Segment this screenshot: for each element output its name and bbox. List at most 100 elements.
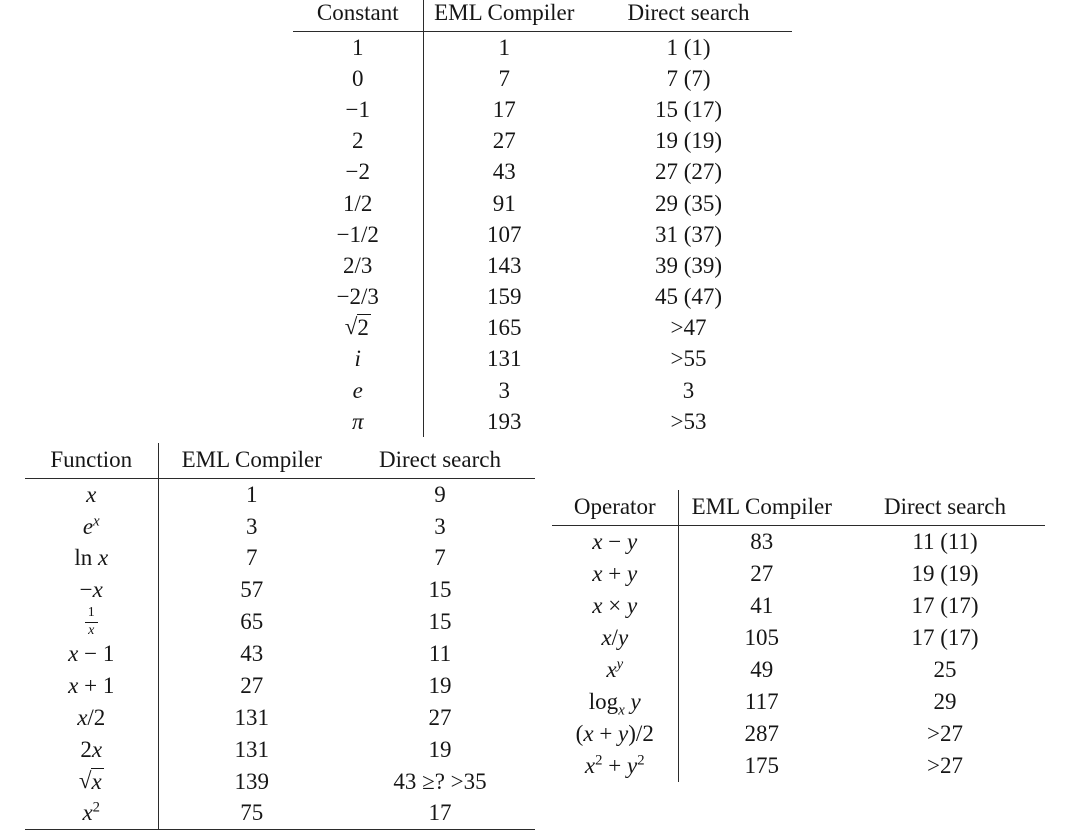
expression-cell: x × y — [552, 590, 679, 622]
expression-cell: 2x — [25, 733, 159, 766]
table-row: 2x 131 19 — [25, 733, 535, 766]
expression-cell: √x — [25, 765, 159, 798]
expression-cell: x/y — [552, 622, 679, 654]
expression-cell: −1 — [293, 94, 424, 126]
expression-cell: e — [293, 375, 424, 407]
expression-cell: (x + y)/2 — [552, 718, 679, 750]
direct-search-cell: 15 — [428, 577, 452, 603]
table-row: 2/3 143 39 (39) — [293, 250, 792, 282]
table-row: π 193 >53 — [293, 406, 792, 438]
operator-table: Operator EML Compiler Direct search x − … — [552, 490, 1045, 782]
column-header-operator: Operator — [552, 490, 679, 526]
column-header-function: Function — [25, 443, 159, 479]
table-row: x − y 83 11 (11) — [552, 525, 1045, 558]
direct-search-cell: 9 — [434, 481, 446, 507]
expression-cell: 2/3 — [293, 250, 424, 282]
table-row: x/y 105 17 (17) — [552, 622, 1045, 654]
table-row: x2 + y2 175 >27 — [552, 750, 1045, 782]
direct-search-cell: 11 (11) — [912, 529, 978, 554]
function-table-header: Function EML Compiler Direct search — [25, 443, 535, 479]
column-header-eml-compiler: EML Compiler — [423, 0, 585, 32]
table-row: −x 57 15 — [25, 574, 535, 607]
table-row: i 131 >55 — [293, 343, 792, 376]
table-row: x/2 131 27 — [25, 702, 535, 734]
eml-compiler-cell: 3 — [498, 377, 511, 403]
direct-search-cell: 17 — [428, 800, 452, 826]
direct-search-cell: 31 (37) — [654, 221, 723, 247]
eml-compiler-cell: 57 — [240, 577, 264, 603]
direct-search-cell: 39 (39) — [654, 252, 723, 278]
eml-compiler-cell: 143 — [487, 252, 522, 278]
eml-compiler-cell: 65 — [240, 609, 264, 635]
direct-search-cell: >27 — [927, 753, 963, 778]
direct-search-cell: >55 — [670, 346, 707, 372]
expression-cell: x − y — [552, 525, 679, 558]
header-row: Operator EML Compiler Direct search — [552, 490, 1045, 526]
constant-table-header: Constant EML Compiler Direct search — [293, 0, 792, 32]
eml-compiler-cell: 17 — [492, 96, 516, 122]
table-row: √2 165 >47 — [293, 312, 792, 344]
direct-search-cell: 7 (7) — [666, 65, 711, 91]
expression-cell: x2 — [25, 797, 159, 830]
direct-search-cell: 27 (27) — [654, 159, 723, 185]
eml-compiler-cell: 27 — [240, 673, 264, 699]
eml-compiler-cell: 3 — [246, 513, 258, 539]
expression-cell: 1 — [293, 31, 424, 64]
eml-compiler-cell: 27 — [492, 128, 516, 154]
direct-search-cell: 3 — [682, 377, 695, 403]
direct-search-cell: 3 — [434, 513, 446, 539]
eml-compiler-cell: 1 — [246, 481, 258, 507]
table-row: 1 x 65 15 — [25, 605, 535, 639]
eml-compiler-cell: 175 — [744, 753, 780, 778]
column-header-direct-search: Direct search — [585, 0, 792, 32]
column-header-direct-search: Direct search — [345, 443, 535, 479]
direct-search-cell: 17 (17) — [911, 593, 979, 618]
table-row: x − 1 43 11 — [25, 638, 535, 671]
header-row: Constant EML Compiler Direct search — [293, 0, 792, 32]
expression-cell: xy — [552, 654, 679, 686]
expression-cell: 2 — [293, 125, 424, 157]
eml-compiler-cell: 27 — [750, 561, 774, 586]
expression-cell: x + y — [552, 558, 679, 590]
eml-compiler-cell: 43 — [492, 159, 516, 185]
expression-cell: x — [25, 478, 159, 511]
expression-cell: x2 + y2 — [552, 750, 679, 782]
direct-search-cell: 45 (47) — [654, 284, 723, 310]
eml-compiler-cell: 41 — [750, 593, 774, 618]
expression-cell: π — [293, 406, 424, 438]
expression-cell: −2 — [293, 156, 424, 188]
operator-table-header: Operator EML Compiler Direct search — [552, 490, 1045, 526]
operator-table-body: x − y 83 11 (11) x + y 27 19 (19) x × y 41 17 (1… — [552, 525, 1045, 782]
eml-compiler-cell: 49 — [750, 657, 774, 682]
eml-compiler-cell: 91 — [492, 190, 516, 216]
eml-compiler-cell: 7 — [246, 545, 258, 571]
direct-search-cell: 15 (17) — [654, 96, 723, 122]
table-row: −2 43 27 (27) — [293, 156, 792, 188]
eml-compiler-cell: 131 — [234, 736, 270, 762]
table-row: −2/3 159 45 (47) — [293, 281, 792, 313]
direct-search-cell: 29 (35) — [654, 190, 723, 216]
eml-compiler-cell: 131 — [487, 346, 522, 372]
table-row: x + 1 27 19 — [25, 670, 535, 703]
table-row: ln x 7 7 — [25, 542, 535, 575]
direct-search-cell: 17 (17) — [911, 625, 979, 650]
table-row: (x + y)/2 287 >27 — [552, 718, 1045, 750]
eml-compiler-cell: 75 — [240, 800, 264, 826]
table-row: logx y 117 29 — [552, 686, 1045, 718]
direct-search-cell: >47 — [670, 315, 707, 341]
direct-search-cell: >27 — [927, 721, 963, 746]
direct-search-cell: 25 — [933, 657, 957, 682]
table-row: x 1 9 — [25, 478, 535, 511]
table-row: 0 7 7 (7) — [293, 63, 792, 95]
table-row: x + y 27 19 (19) — [552, 558, 1045, 590]
direct-search-cell: 27 — [428, 705, 452, 731]
eml-compiler-cell: 105 — [744, 625, 780, 650]
table-row: e 3 3 — [293, 375, 792, 407]
column-header-direct-search: Direct search — [845, 490, 1045, 526]
direct-search-cell: 15 — [428, 609, 452, 635]
